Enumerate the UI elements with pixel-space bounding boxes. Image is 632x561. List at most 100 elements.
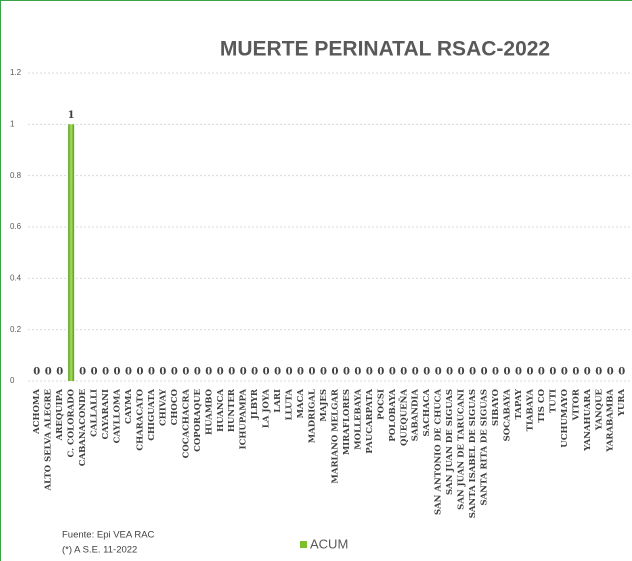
x-tick-label: SAN ANTONIO DE CHUCA bbox=[434, 389, 444, 515]
x-tick-label: COCACHACRA bbox=[181, 389, 191, 459]
y-tick-label: 1 bbox=[10, 119, 15, 128]
y-tick-label: 0 bbox=[10, 376, 15, 385]
value-label: 1 bbox=[68, 110, 75, 121]
x-tick-label: TIABAYA bbox=[525, 389, 535, 432]
value-label: 0 bbox=[79, 367, 86, 378]
value-label: 0 bbox=[114, 367, 121, 378]
x-tick-label: CHIVAY bbox=[158, 388, 168, 426]
value-label: 0 bbox=[56, 367, 63, 378]
value-label: 0 bbox=[194, 367, 201, 378]
x-tick-label: C. COLORADO bbox=[67, 388, 77, 457]
x-tick-label: YANAHUARA bbox=[583, 389, 593, 452]
value-label: 0 bbox=[309, 367, 316, 378]
x-tick-label: TAPAY bbox=[514, 388, 524, 419]
x-tick-label: CAYARANI bbox=[101, 389, 111, 439]
value-label: 0 bbox=[400, 367, 407, 378]
value-label: 0 bbox=[136, 367, 143, 378]
x-tick-label: CAYMA bbox=[124, 389, 134, 424]
y-tick-label: 0.6 bbox=[10, 222, 22, 231]
value-label: 0 bbox=[102, 367, 109, 378]
x-tick-label: SIBAYO bbox=[491, 388, 501, 426]
value-label: 0 bbox=[125, 367, 132, 378]
value-label: 0 bbox=[446, 367, 453, 378]
x-tick-label: CHARACATO bbox=[135, 388, 145, 450]
note: (*) A S.E. 11-2022 bbox=[62, 545, 137, 556]
x-tick-label: COPORAQUE bbox=[193, 388, 203, 451]
x-tick-label: CAYLLOMA bbox=[113, 389, 123, 444]
x-tick-label: JLBYR bbox=[250, 388, 260, 420]
value-label: 0 bbox=[526, 367, 533, 378]
x-tick-label: MACA bbox=[296, 389, 306, 419]
x-tick-label: YANQUE bbox=[594, 388, 604, 431]
value-label: 0 bbox=[320, 367, 327, 378]
value-label: 0 bbox=[251, 367, 258, 378]
value-label: 0 bbox=[618, 367, 625, 378]
value-label: 0 bbox=[412, 367, 419, 378]
x-tick-label: HUANCA bbox=[216, 389, 226, 432]
value-label: 0 bbox=[228, 367, 235, 378]
value-label: 0 bbox=[159, 367, 166, 378]
legend-label: ACUM bbox=[310, 536, 348, 551]
x-tick-label: AREQUIPA bbox=[55, 389, 65, 442]
x-tick-label: CALLALLI bbox=[90, 389, 100, 437]
y-tick-label: 0.4 bbox=[10, 273, 22, 282]
value-label: 0 bbox=[91, 367, 98, 378]
value-label: 0 bbox=[423, 367, 430, 378]
x-tick-label: SANTA ISABEL DE SIGUAS bbox=[468, 389, 478, 518]
value-label: 0 bbox=[607, 367, 614, 378]
x-tick-label: SACHACA bbox=[422, 389, 432, 437]
x-tick-label: POLOBAYA bbox=[388, 389, 398, 442]
x-tick-label: LARI bbox=[273, 389, 283, 413]
value-label: 0 bbox=[504, 367, 511, 378]
x-tick-label: ALTO SELVA ALEGRE bbox=[44, 388, 54, 491]
value-label: 0 bbox=[33, 367, 40, 378]
value-label: 0 bbox=[354, 367, 361, 378]
value-label: 0 bbox=[286, 367, 293, 378]
value-label: 0 bbox=[561, 367, 568, 378]
value-label: 0 bbox=[331, 367, 338, 378]
x-tick-label: SAN JUAN DE TARUCANI bbox=[457, 389, 467, 510]
value-label: 0 bbox=[148, 367, 155, 378]
x-tick-label: SABANDIA bbox=[411, 389, 421, 442]
x-tick-label: MIRAFLORES bbox=[342, 389, 352, 455]
bar bbox=[68, 124, 75, 381]
value-label: 0 bbox=[538, 367, 545, 378]
x-tick-label: HUAMBO bbox=[204, 388, 214, 435]
x-tick-label: YARABAMBA bbox=[606, 389, 616, 453]
y-tick-label: 1.2 bbox=[10, 68, 22, 77]
value-label: 0 bbox=[458, 367, 465, 378]
value-label: 0 bbox=[572, 367, 579, 378]
y-tick-label: 0.2 bbox=[10, 325, 22, 334]
value-label: 0 bbox=[515, 367, 522, 378]
value-label: 0 bbox=[469, 367, 476, 378]
value-label: 0 bbox=[343, 367, 350, 378]
value-label: 0 bbox=[274, 367, 281, 378]
legend-swatch bbox=[300, 541, 307, 548]
value-label: 0 bbox=[584, 367, 591, 378]
x-tick-label: ICHUPAMPA bbox=[239, 389, 249, 450]
x-tick-label: CABANACONDE bbox=[78, 388, 88, 466]
x-tick-label: SANTA RITA DE SIGUAS bbox=[480, 389, 490, 505]
x-tick-label: VITOR bbox=[571, 388, 581, 421]
value-label: 0 bbox=[205, 367, 212, 378]
value-label: 0 bbox=[366, 367, 373, 378]
value-label: 0 bbox=[595, 367, 602, 378]
x-tick-label: UCHUMAYO bbox=[560, 388, 570, 447]
x-tick-label: YURA bbox=[617, 389, 627, 418]
x-tick-label: LA JOYA bbox=[262, 389, 272, 428]
x-tick-label: QUEQUEÑA bbox=[397, 389, 409, 446]
value-label: 0 bbox=[171, 367, 178, 378]
x-tick-label: MOLLEBAYA bbox=[353, 389, 363, 450]
value-label: 0 bbox=[435, 367, 442, 378]
value-label: 0 bbox=[377, 367, 384, 378]
value-label: 0 bbox=[217, 367, 224, 378]
x-tick-label: HUNTER bbox=[227, 388, 237, 432]
x-tick-label: ACHOMA bbox=[32, 389, 42, 435]
x-tick-label: CHOCO bbox=[170, 388, 180, 425]
note: Fuente: Epi VEA RAC bbox=[62, 530, 155, 541]
x-tick-label: TIS CO bbox=[537, 388, 547, 422]
x-tick-label: CHIGUATA bbox=[147, 389, 157, 441]
value-label: 0 bbox=[263, 367, 270, 378]
